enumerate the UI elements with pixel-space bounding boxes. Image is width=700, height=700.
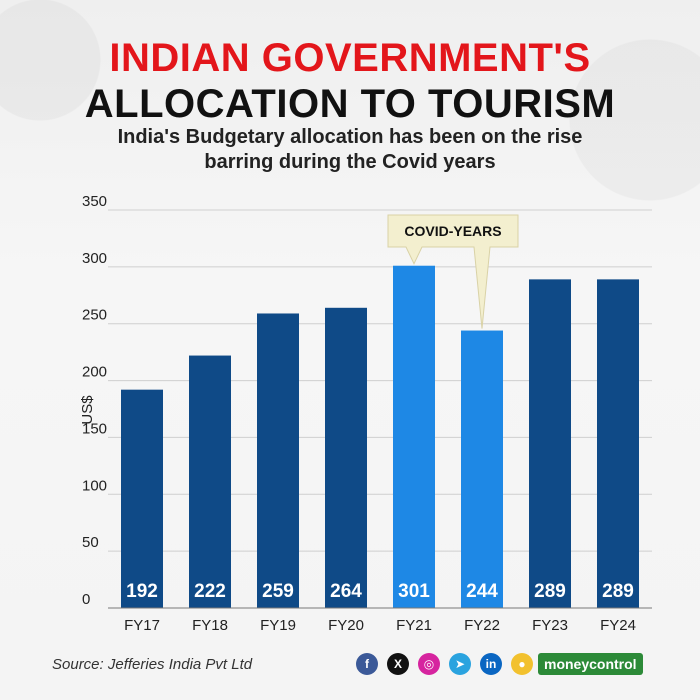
source-note: Source: Jefferies India Pvt Ltd xyxy=(52,656,253,673)
x-tick-label: FY19 xyxy=(260,617,296,634)
x-tick-label: FY22 xyxy=(464,617,500,634)
bar xyxy=(529,279,571,608)
y-tick-label: 300 xyxy=(82,250,107,267)
bar-value-label: 264 xyxy=(330,581,362,602)
bar xyxy=(461,330,503,608)
annotation-label: COVID-YEARS xyxy=(404,223,501,239)
bar-value-label: 192 xyxy=(126,581,158,602)
bar-value-label: 289 xyxy=(602,581,634,602)
brand-money: money xyxy=(544,656,590,672)
y-tick-label: 0 xyxy=(82,591,90,608)
bar xyxy=(189,355,231,608)
instagram-icon[interactable]: ◎ xyxy=(418,653,440,675)
facebook-icon[interactable]: f xyxy=(356,653,378,675)
koo-icon[interactable]: ● xyxy=(511,653,533,675)
bar xyxy=(257,313,299,608)
x-tick-label: FY17 xyxy=(124,617,160,634)
y-tick-label: 200 xyxy=(82,364,107,381)
y-tick-label: 350 xyxy=(82,193,107,210)
moneycontrol-logo[interactable]: moneycontrol xyxy=(538,653,643,675)
bar-value-label: 289 xyxy=(534,581,566,602)
x-tick-label: FY23 xyxy=(532,617,568,634)
y-axis-label: US$ xyxy=(79,395,96,425)
bar-value-label: 259 xyxy=(262,581,294,602)
telegram-icon[interactable]: ➤ xyxy=(449,653,471,675)
linkedin-icon[interactable]: in xyxy=(480,653,502,675)
bar xyxy=(325,307,367,608)
y-tick-label: 150 xyxy=(82,420,107,437)
bar xyxy=(393,265,435,608)
bar-value-label: 222 xyxy=(194,581,226,602)
title-line-1: INDIAN GOVERNMENT'S xyxy=(109,36,591,80)
y-tick-label: 100 xyxy=(82,477,107,494)
annotation-callout xyxy=(387,214,519,329)
x-tick-label: FY18 xyxy=(192,617,228,634)
bar xyxy=(121,389,163,608)
x-tick-label: FY21 xyxy=(396,617,432,634)
x-twitter-icon[interactable]: X xyxy=(387,653,409,675)
bar-value-label: 301 xyxy=(398,581,430,602)
subtitle: India's Budgetary allocation has been on… xyxy=(117,126,583,173)
y-tick-label: 50 xyxy=(82,534,99,551)
bar xyxy=(597,279,639,608)
x-tick-label: FY20 xyxy=(328,617,364,634)
title-line-2: ALLOCATION TO TOURISM xyxy=(84,82,616,126)
bar-value-label: 244 xyxy=(466,581,498,602)
brand-control: control xyxy=(589,656,637,672)
x-tick-label: FY24 xyxy=(600,617,636,634)
y-tick-label: 250 xyxy=(82,307,107,324)
